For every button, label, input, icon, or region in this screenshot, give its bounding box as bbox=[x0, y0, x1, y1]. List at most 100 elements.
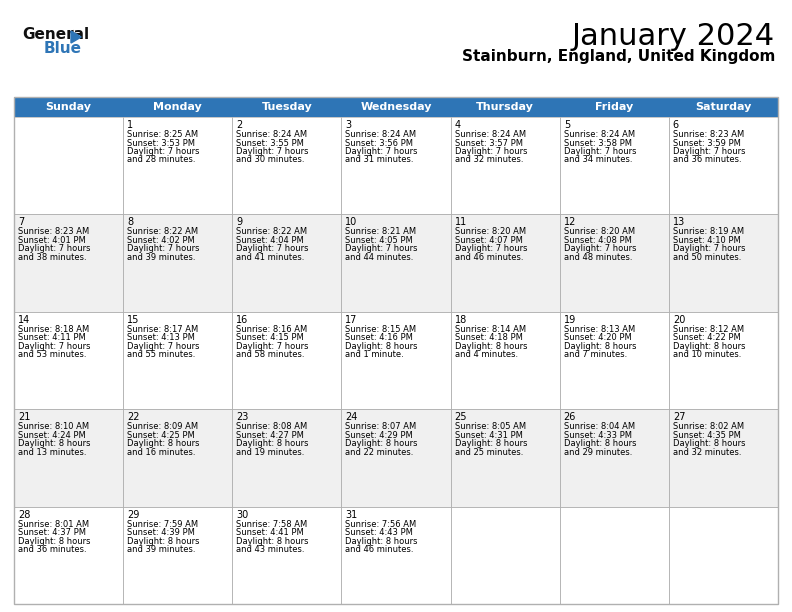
Text: Sunrise: 8:08 AM: Sunrise: 8:08 AM bbox=[236, 422, 307, 431]
Text: Daylight: 7 hours: Daylight: 7 hours bbox=[236, 341, 309, 351]
Text: 20: 20 bbox=[673, 315, 685, 325]
Text: Sunset: 3:55 PM: Sunset: 3:55 PM bbox=[236, 138, 304, 147]
Text: Sunrise: 8:13 AM: Sunrise: 8:13 AM bbox=[564, 325, 635, 334]
Text: 25: 25 bbox=[455, 412, 467, 422]
Text: Sunrise: 8:14 AM: Sunrise: 8:14 AM bbox=[455, 325, 526, 334]
Bar bbox=[560, 117, 669, 214]
Text: Sunrise: 8:19 AM: Sunrise: 8:19 AM bbox=[673, 228, 744, 236]
Text: Sunrise: 8:20 AM: Sunrise: 8:20 AM bbox=[455, 228, 526, 236]
Text: Sunset: 4:43 PM: Sunset: 4:43 PM bbox=[345, 528, 413, 537]
Text: Daylight: 7 hours: Daylight: 7 hours bbox=[564, 147, 636, 156]
Bar bbox=[560, 214, 669, 312]
Text: Sunrise: 8:10 AM: Sunrise: 8:10 AM bbox=[18, 422, 89, 431]
Bar bbox=[669, 117, 778, 214]
Text: Daylight: 8 hours: Daylight: 8 hours bbox=[564, 439, 636, 448]
Bar bbox=[560, 507, 669, 604]
Text: Daylight: 8 hours: Daylight: 8 hours bbox=[673, 439, 745, 448]
Text: Sunset: 4:33 PM: Sunset: 4:33 PM bbox=[564, 431, 632, 439]
Text: 5: 5 bbox=[564, 120, 570, 130]
Text: Sunset: 4:11 PM: Sunset: 4:11 PM bbox=[18, 334, 86, 342]
Text: Sunset: 4:24 PM: Sunset: 4:24 PM bbox=[18, 431, 86, 439]
Text: and 4 minutes.: and 4 minutes. bbox=[455, 350, 518, 359]
Text: Sunset: 4:25 PM: Sunset: 4:25 PM bbox=[128, 431, 195, 439]
Text: 2: 2 bbox=[236, 120, 242, 130]
Text: and 19 minutes.: and 19 minutes. bbox=[236, 448, 305, 457]
Bar bbox=[451, 409, 560, 507]
Text: Sunset: 4:07 PM: Sunset: 4:07 PM bbox=[455, 236, 523, 245]
Text: Daylight: 7 hours: Daylight: 7 hours bbox=[673, 244, 745, 253]
Bar bbox=[123, 507, 232, 604]
Text: Sunset: 4:31 PM: Sunset: 4:31 PM bbox=[455, 431, 523, 439]
Text: Blue: Blue bbox=[44, 41, 82, 56]
Text: Sunrise: 8:22 AM: Sunrise: 8:22 AM bbox=[236, 228, 307, 236]
Text: Daylight: 8 hours: Daylight: 8 hours bbox=[564, 341, 636, 351]
Text: and 39 minutes.: and 39 minutes. bbox=[128, 545, 196, 554]
Text: and 55 minutes.: and 55 minutes. bbox=[128, 350, 196, 359]
Bar bbox=[14, 507, 778, 604]
Text: Sunset: 3:59 PM: Sunset: 3:59 PM bbox=[673, 138, 741, 147]
Text: 7: 7 bbox=[18, 217, 25, 228]
Text: Sunset: 4:13 PM: Sunset: 4:13 PM bbox=[128, 334, 195, 342]
Text: Sunrise: 8:23 AM: Sunrise: 8:23 AM bbox=[18, 228, 89, 236]
Text: and 28 minutes.: and 28 minutes. bbox=[128, 155, 196, 165]
Text: 12: 12 bbox=[564, 217, 576, 228]
Text: and 25 minutes.: and 25 minutes. bbox=[455, 448, 523, 457]
Text: Sunrise: 8:17 AM: Sunrise: 8:17 AM bbox=[128, 325, 198, 334]
Text: Daylight: 7 hours: Daylight: 7 hours bbox=[128, 147, 200, 156]
Text: Wednesday: Wednesday bbox=[360, 102, 432, 112]
Text: 23: 23 bbox=[236, 412, 249, 422]
Text: Daylight: 8 hours: Daylight: 8 hours bbox=[236, 537, 309, 546]
Bar bbox=[14, 312, 123, 409]
Text: Daylight: 8 hours: Daylight: 8 hours bbox=[455, 341, 527, 351]
Text: 14: 14 bbox=[18, 315, 30, 325]
Text: Sunset: 3:53 PM: Sunset: 3:53 PM bbox=[128, 138, 195, 147]
Bar bbox=[14, 97, 778, 604]
Text: Sunrise: 8:09 AM: Sunrise: 8:09 AM bbox=[128, 422, 198, 431]
Text: and 10 minutes.: and 10 minutes. bbox=[673, 350, 741, 359]
Bar bbox=[341, 507, 451, 604]
Text: and 41 minutes.: and 41 minutes. bbox=[236, 253, 305, 262]
Text: Sunset: 4:02 PM: Sunset: 4:02 PM bbox=[128, 236, 195, 245]
Text: and 39 minutes.: and 39 minutes. bbox=[128, 253, 196, 262]
Bar bbox=[14, 409, 778, 507]
Text: January 2024: January 2024 bbox=[572, 22, 775, 51]
Text: Sunset: 3:56 PM: Sunset: 3:56 PM bbox=[345, 138, 413, 147]
Text: Sunset: 4:35 PM: Sunset: 4:35 PM bbox=[673, 431, 741, 439]
Bar bbox=[669, 312, 778, 409]
Text: 26: 26 bbox=[564, 412, 576, 422]
Text: Daylight: 8 hours: Daylight: 8 hours bbox=[18, 439, 90, 448]
Text: Daylight: 8 hours: Daylight: 8 hours bbox=[128, 439, 200, 448]
Text: Sunset: 4:04 PM: Sunset: 4:04 PM bbox=[236, 236, 304, 245]
Text: and 7 minutes.: and 7 minutes. bbox=[564, 350, 627, 359]
Text: Sunset: 4:10 PM: Sunset: 4:10 PM bbox=[673, 236, 741, 245]
Bar bbox=[669, 507, 778, 604]
Text: Sunset: 4:27 PM: Sunset: 4:27 PM bbox=[236, 431, 304, 439]
Text: Sunset: 4:39 PM: Sunset: 4:39 PM bbox=[128, 528, 195, 537]
Bar bbox=[14, 117, 123, 214]
Text: Sunrise: 8:24 AM: Sunrise: 8:24 AM bbox=[236, 130, 307, 139]
Text: Daylight: 7 hours: Daylight: 7 hours bbox=[236, 147, 309, 156]
Text: 22: 22 bbox=[128, 412, 139, 422]
Bar bbox=[232, 507, 341, 604]
Text: and 36 minutes.: and 36 minutes. bbox=[673, 155, 741, 165]
Text: and 31 minutes.: and 31 minutes. bbox=[345, 155, 414, 165]
Text: 21: 21 bbox=[18, 412, 30, 422]
Text: and 43 minutes.: and 43 minutes. bbox=[236, 545, 305, 554]
Bar bbox=[123, 214, 232, 312]
Text: Daylight: 8 hours: Daylight: 8 hours bbox=[673, 341, 745, 351]
Text: Sunset: 4:05 PM: Sunset: 4:05 PM bbox=[345, 236, 413, 245]
Text: Sunrise: 8:23 AM: Sunrise: 8:23 AM bbox=[673, 130, 744, 139]
Text: Sunrise: 7:58 AM: Sunrise: 7:58 AM bbox=[236, 520, 307, 529]
Text: Sunrise: 8:24 AM: Sunrise: 8:24 AM bbox=[455, 130, 526, 139]
Text: Thursday: Thursday bbox=[476, 102, 534, 112]
Bar bbox=[14, 409, 123, 507]
Bar bbox=[14, 312, 778, 409]
Text: and 58 minutes.: and 58 minutes. bbox=[236, 350, 305, 359]
Text: Friday: Friday bbox=[595, 102, 634, 112]
Text: Sunset: 4:37 PM: Sunset: 4:37 PM bbox=[18, 528, 86, 537]
Text: Sunset: 4:16 PM: Sunset: 4:16 PM bbox=[345, 334, 413, 342]
Text: Sunrise: 8:16 AM: Sunrise: 8:16 AM bbox=[236, 325, 307, 334]
Text: and 29 minutes.: and 29 minutes. bbox=[564, 448, 632, 457]
Text: Daylight: 8 hours: Daylight: 8 hours bbox=[128, 537, 200, 546]
Text: Sunset: 4:41 PM: Sunset: 4:41 PM bbox=[236, 528, 304, 537]
